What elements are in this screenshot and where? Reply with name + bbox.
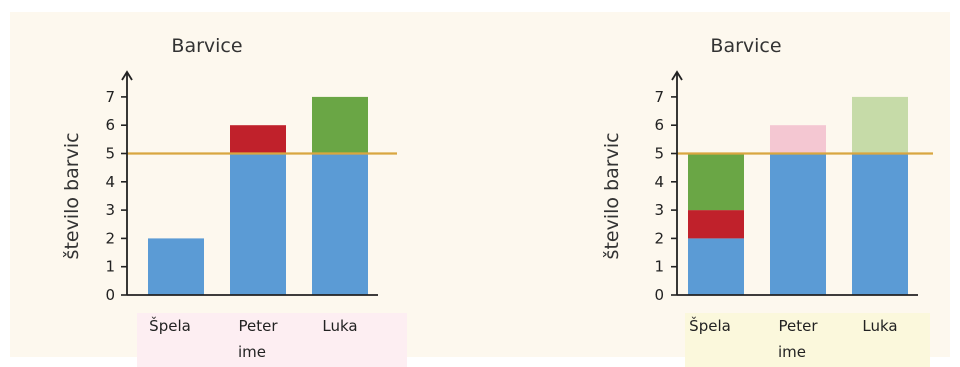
chart-title: Barvice — [171, 35, 242, 57]
y-tick-label: 1 — [654, 258, 664, 276]
bar-segment — [312, 96, 368, 154]
y-axis-label: število barvic — [601, 132, 623, 259]
chart-title: Barvice — [710, 35, 781, 57]
category-label: Peter — [238, 317, 278, 335]
bar-segment — [230, 153, 286, 295]
bar-segment — [230, 125, 286, 154]
y-tick-label: 6 — [105, 116, 115, 134]
y-tick-label: 0 — [654, 286, 664, 304]
y-tick-label: 5 — [654, 145, 664, 163]
x-axis-label: ime — [778, 343, 806, 361]
bar-segment — [688, 238, 744, 295]
y-tick-label: 4 — [654, 173, 664, 191]
y-tick-label: 1 — [105, 258, 115, 276]
y-axis-arrow — [121, 70, 133, 81]
bar-segment — [770, 125, 826, 154]
category-label: Peter — [778, 317, 818, 335]
category-label-band — [137, 313, 407, 367]
y-tick-label: 6 — [654, 116, 664, 134]
category-label: Luka — [862, 317, 897, 335]
y-tick-label: 2 — [654, 229, 664, 247]
bar-segment — [770, 153, 826, 295]
y-tick-label: 3 — [654, 201, 664, 219]
category-label-band — [685, 313, 930, 367]
chart-right: Barvice število barvic 0 1 2 3 4 5 6 7 Špela Peter L… — [601, 35, 933, 367]
y-axis-arrow — [671, 70, 683, 81]
y-tick-label: 2 — [105, 229, 115, 247]
y-axis-label: število barvic — [61, 132, 83, 259]
y-tick-label: 4 — [105, 173, 115, 191]
bar-segment — [312, 153, 368, 295]
category-label: Špela — [149, 316, 191, 335]
x-axis-label: ime — [238, 343, 266, 361]
bar-segment — [148, 238, 204, 295]
category-label: Špela — [689, 316, 731, 335]
chart-left: Barvice število barvic 0 1 2 3 4 5 6 7 Špela Peter L… — [61, 35, 407, 367]
bar-segment — [852, 153, 908, 295]
category-label: Luka — [322, 317, 357, 335]
y-tick-label: 7 — [105, 88, 115, 106]
y-tick-label: 3 — [105, 201, 115, 219]
y-tick-label: 0 — [105, 286, 115, 304]
bar-segment — [688, 153, 744, 211]
y-tick-label: 5 — [105, 145, 115, 163]
bar-segment — [852, 96, 908, 154]
bar-segment — [688, 210, 744, 239]
y-tick-label: 7 — [654, 88, 664, 106]
